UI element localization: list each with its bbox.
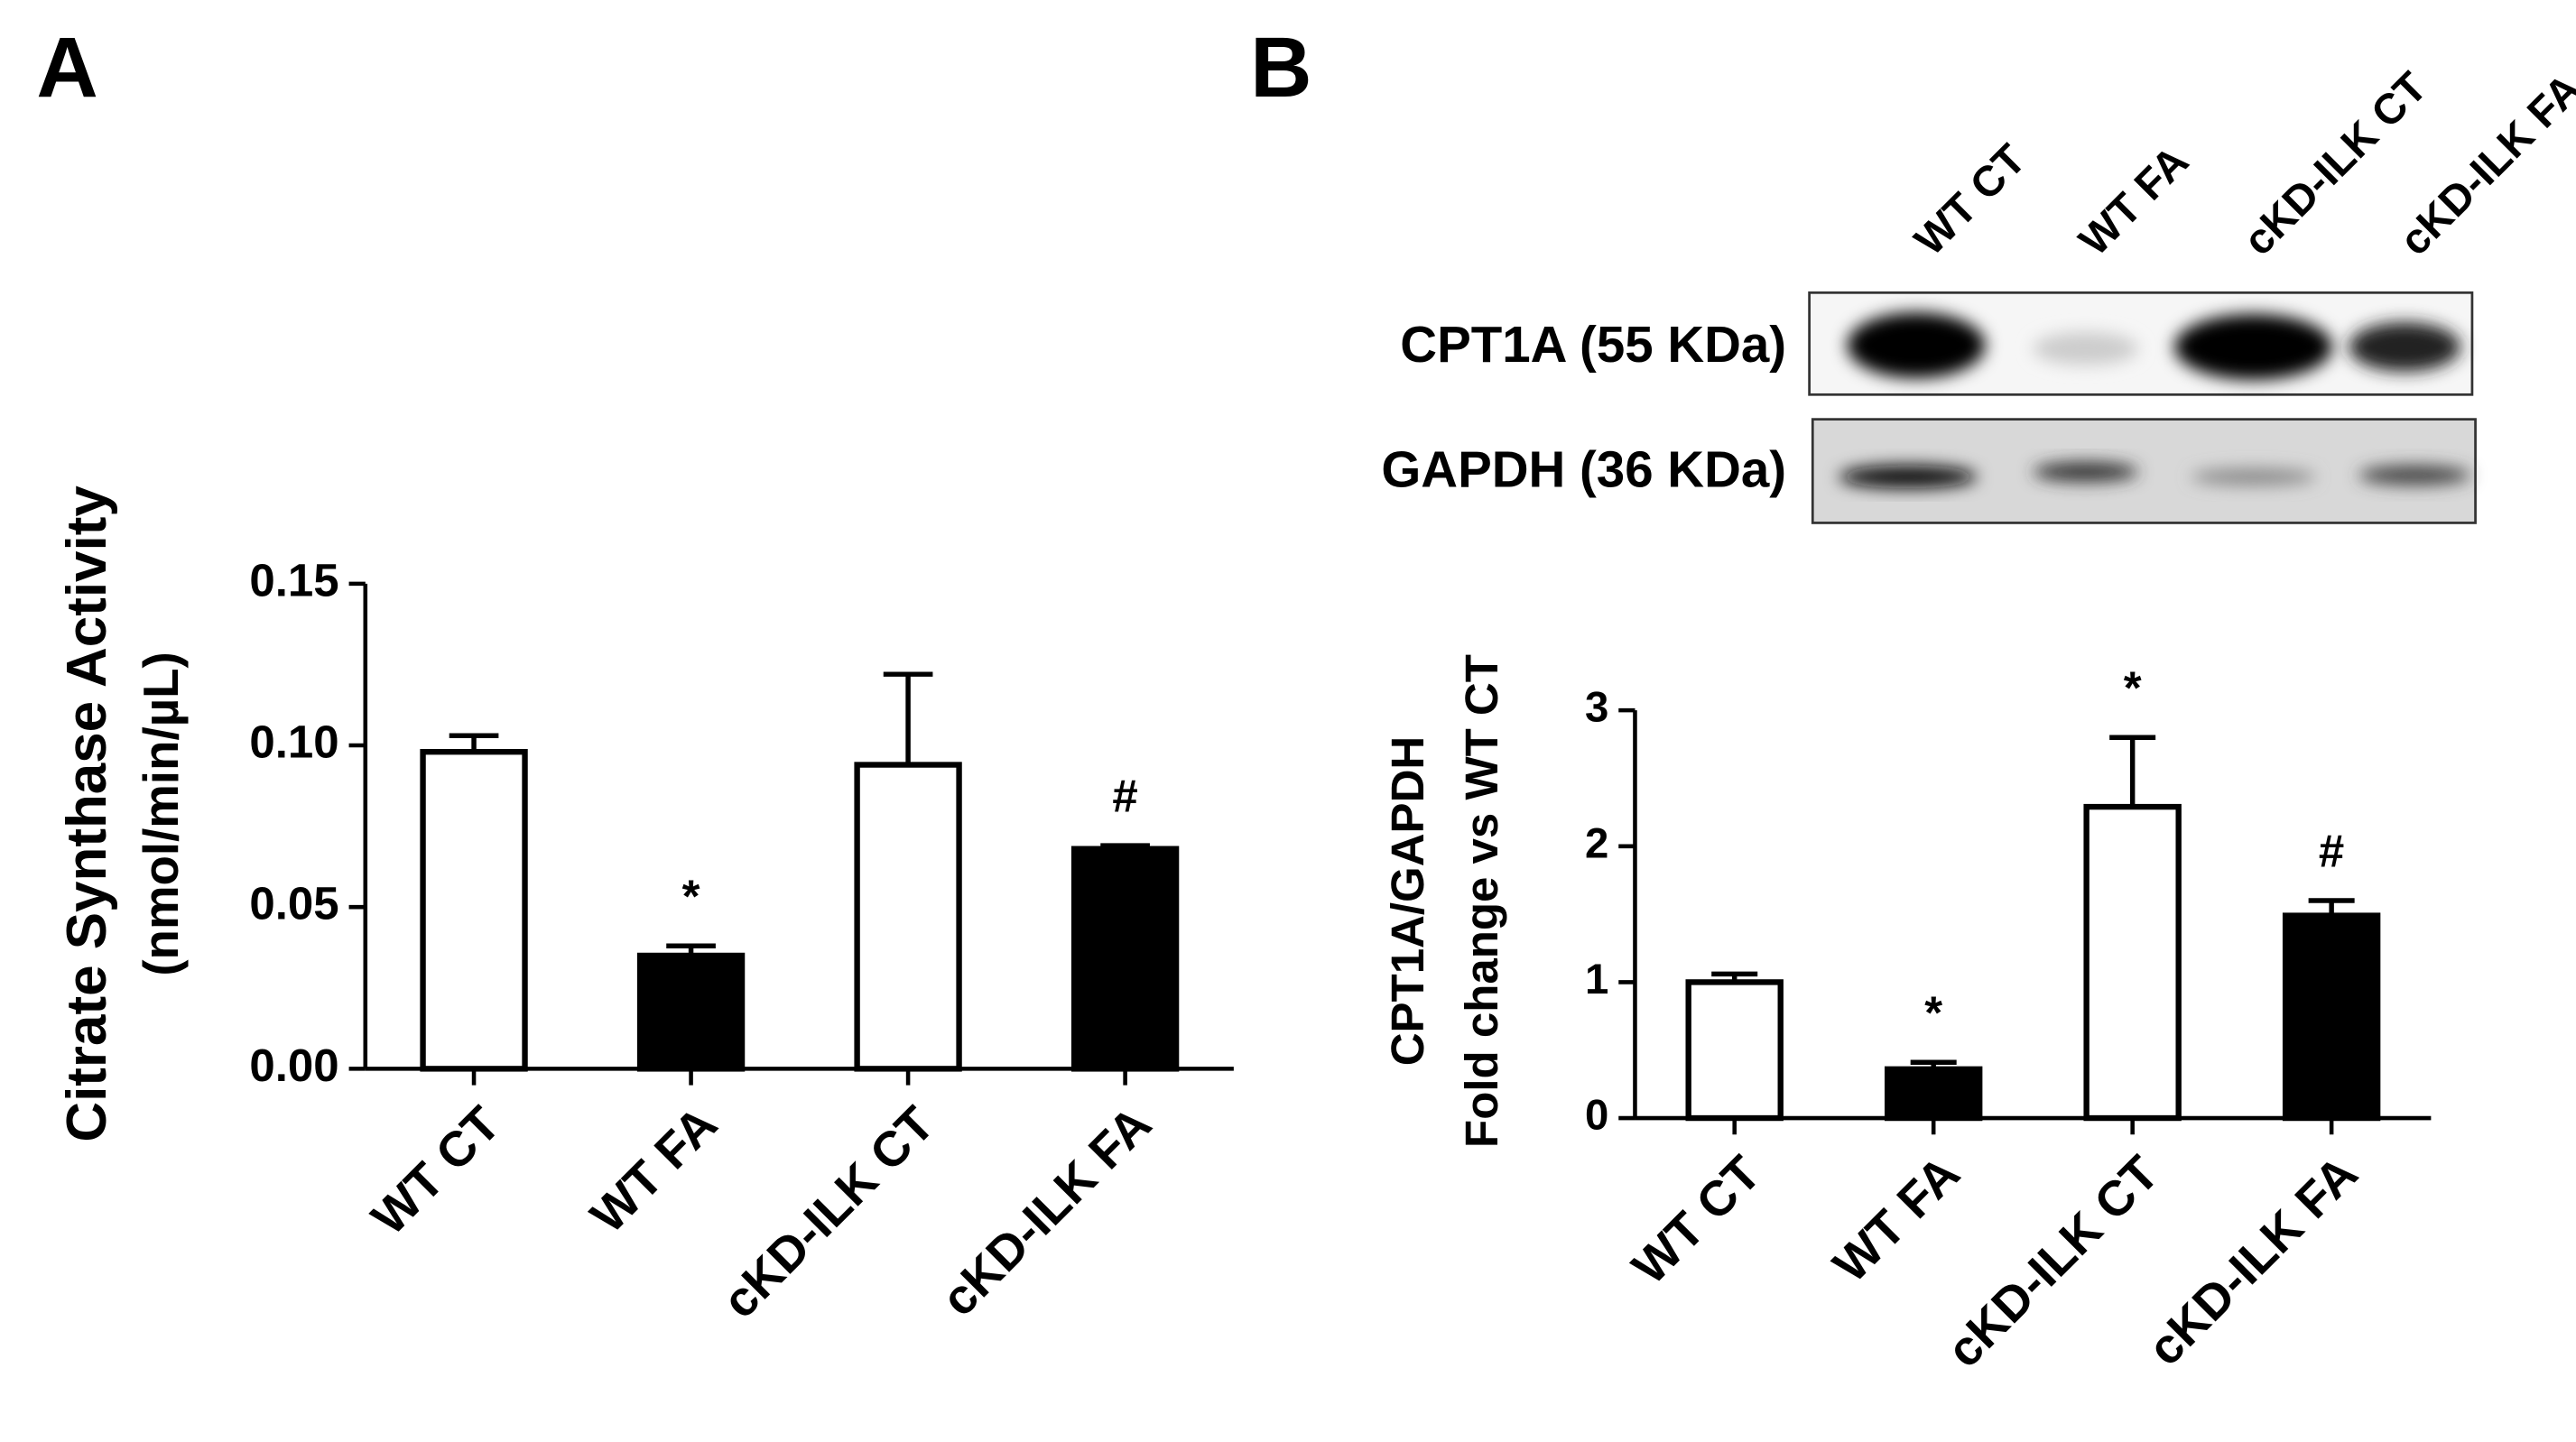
bar [420,749,528,1072]
lane-label: WT CT [1905,135,2035,265]
annotation: * [682,871,700,922]
bar [1070,846,1180,1072]
y-tick-label: 1 [1585,956,1608,1003]
y-axis-label: Fold change vs WT CT [1456,654,1507,1148]
x-tick-label: cKD-ILK FA [931,1096,1162,1327]
bar [854,762,962,1072]
panel-label: B [1250,20,1311,116]
panel-label: A [36,20,97,116]
y-tick-label: 0.00 [249,1040,338,1091]
blot-row-label: GAPDH (36 KDa) [1381,441,1786,498]
bar [2083,803,2182,1122]
x-tick-label: WT FA [1822,1145,1969,1292]
blot-row-label: CPT1A (55 KDa) [1400,316,1786,373]
y-axis-label: CPT1A/GAPDH [1382,736,1433,1067]
y-tick-label: 3 [1585,684,1608,732]
y-tick-label: 0.05 [249,878,338,929]
annotation: * [2124,662,2142,714]
y-tick-label: 0.10 [249,716,338,767]
x-tick-label: cKD-ILK CT [712,1096,945,1329]
bar [1884,1066,1983,1122]
x-tick-label: cKD-ILK CT [1936,1145,2169,1378]
annotation: # [2319,825,2344,876]
bar [636,952,746,1072]
bar [2282,912,2381,1122]
annotation: * [1924,987,1942,1039]
x-tick-label: WT CT [361,1096,510,1245]
x-tick-label: WT CT [1622,1145,1771,1294]
x-tick-label: WT FA [580,1096,727,1243]
y-axis-label: Citrate Synthase Activity [56,485,118,1142]
lane-label: WT FA [2071,137,2199,265]
annotation: # [1112,771,1137,822]
y-axis-label: (nmol/min/µL) [134,652,189,975]
y-tick-label: 0.15 [249,554,338,605]
western-blot [1808,291,2477,524]
x-tick-label: cKD-ILK FA [2137,1145,2368,1376]
y-tick-label: 0 [1585,1092,1608,1140]
bar [1685,979,1784,1122]
y-tick-label: 2 [1585,819,1608,867]
